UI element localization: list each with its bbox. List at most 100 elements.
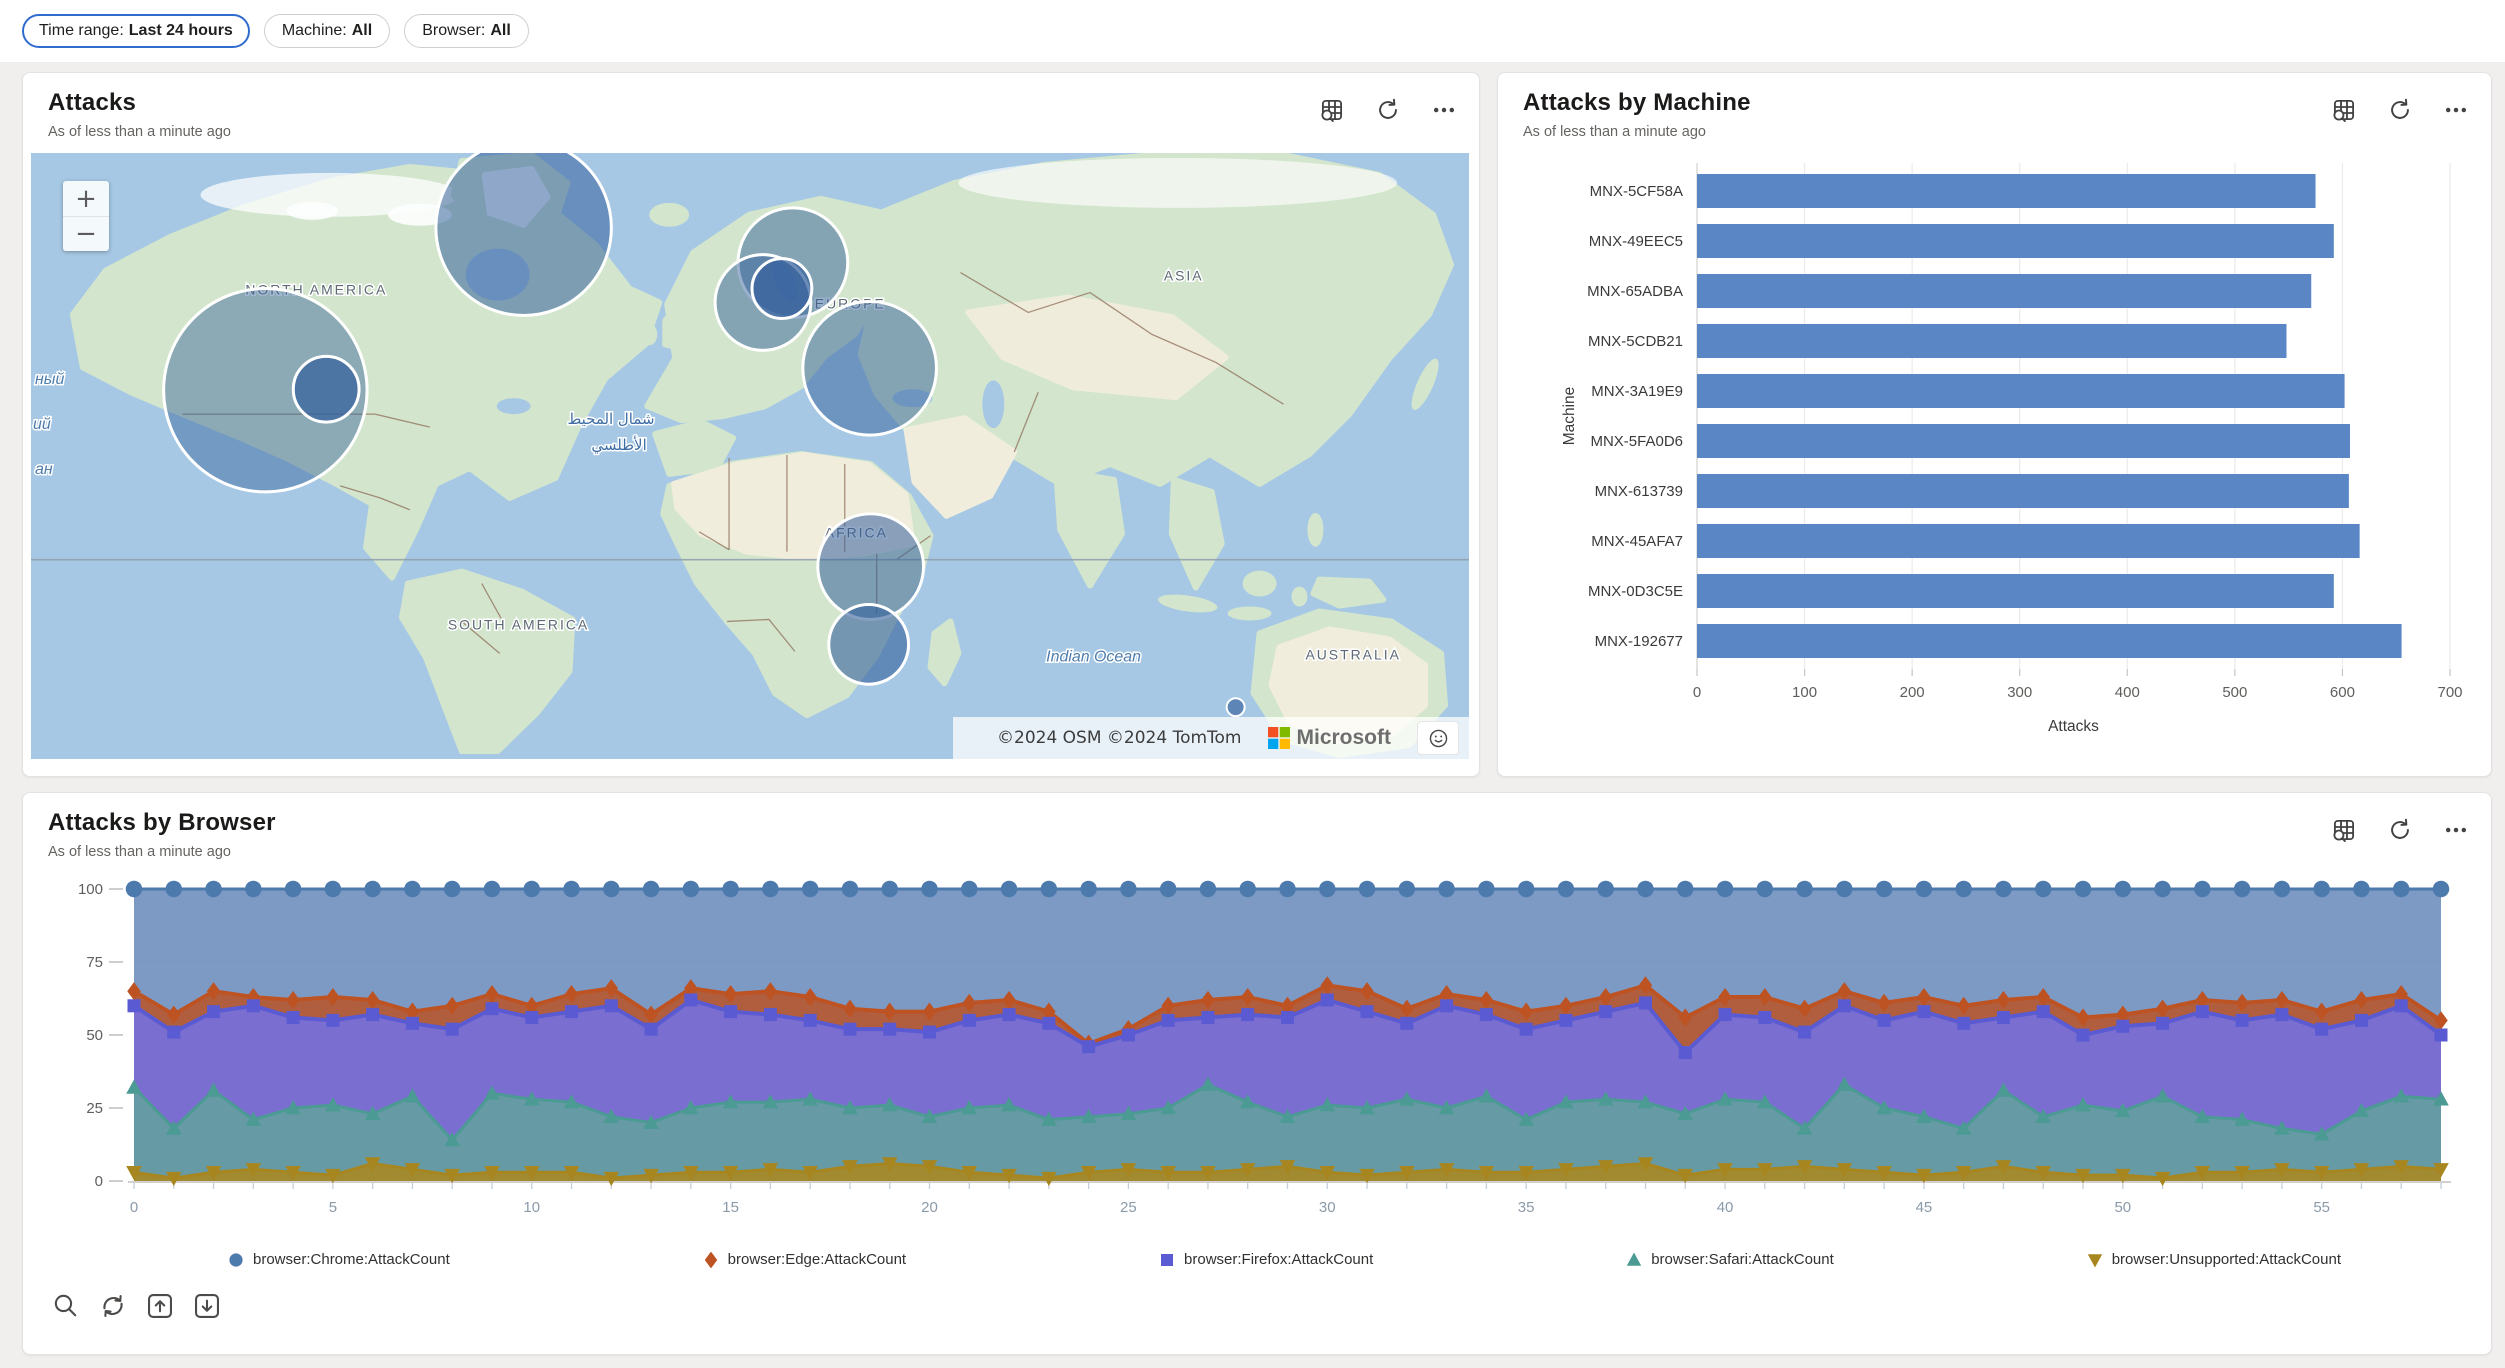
map-label: ASIA [1164, 268, 1204, 284]
svg-text:100: 100 [1792, 684, 1817, 701]
chart-toolbar [51, 1291, 222, 1321]
map-zoom-out-button[interactable]: − [63, 216, 109, 251]
explore-data-button[interactable] [1319, 97, 1345, 123]
explore-data-button[interactable] [2331, 97, 2357, 123]
bar-category-label: MNX-5CF58A [1590, 183, 1683, 200]
svg-text:30: 30 [1319, 1199, 1336, 1216]
chart-pan-toggle-button[interactable] [98, 1291, 128, 1321]
browser-filter[interactable]: Browser: All [404, 14, 529, 48]
svg-text:40: 40 [1717, 1199, 1734, 1216]
svg-text:700: 700 [2437, 684, 2462, 701]
microsoft-brand: Microsoft [1268, 726, 1392, 750]
legend-item[interactable]: browser:Unsupported:AttackCount [2087, 1251, 2341, 1268]
world-map[interactable]: NORTH AMERICAEUROPEASIAAFRICASOUTH AMERI… [31, 153, 1469, 759]
svg-text:100: 100 [78, 881, 103, 898]
square-marker-icon [1159, 1252, 1175, 1268]
map-label: AUSTRALIA [1305, 646, 1400, 662]
svg-text:300: 300 [2007, 684, 2032, 701]
bar-category-label: MNX-5FA0D6 [1590, 433, 1683, 450]
bar[interactable] [1697, 524, 2360, 558]
attack-bubble[interactable] [752, 259, 812, 319]
bar[interactable] [1697, 424, 2350, 458]
attack-bubble[interactable] [803, 302, 937, 436]
legend-item[interactable]: browser:Firefox:AttackCount [1159, 1251, 1373, 1268]
map-copyright: ©2024 OSM ©2024 TomTom [997, 728, 1242, 748]
legend-item-label: browser:Safari:AttackCount [1651, 1251, 1834, 1268]
bar[interactable] [1697, 224, 2334, 258]
filter-bar: Time range: Last 24 hours Machine: All B… [0, 0, 2505, 62]
panel-subtitle: As of less than a minute ago [48, 124, 231, 140]
attacks-map-panel: Attacks As of less than a minute ago NOR… [22, 72, 1480, 777]
refresh-icon [1375, 97, 1401, 123]
legend-item[interactable]: browser:Chrome:AttackCount [228, 1251, 450, 1268]
attack-bubble[interactable] [1227, 698, 1245, 716]
legend-item[interactable]: browser:Edge:AttackCount [703, 1251, 906, 1268]
attack-bubble[interactable] [293, 356, 359, 422]
panel-title: Attacks [48, 89, 231, 117]
panel-subtitle: As of less than a minute ago [1523, 124, 1751, 140]
map-label: ный [35, 371, 65, 388]
bar[interactable] [1697, 324, 2286, 358]
svg-text:15: 15 [722, 1199, 739, 1216]
diamond-marker-icon [703, 1252, 719, 1268]
machine-filter[interactable]: Machine: All [264, 14, 390, 48]
svg-text:0: 0 [130, 1199, 138, 1216]
svg-text:0: 0 [95, 1173, 103, 1190]
map-attribution: ©2024 OSM ©2024 TomTom Microsoft [953, 717, 1469, 759]
bar[interactable] [1697, 574, 2334, 608]
map-feedback-button[interactable] [1417, 721, 1459, 755]
attack-bubble[interactable] [436, 153, 612, 315]
svg-text:500: 500 [2222, 684, 2247, 701]
bar[interactable] [1697, 274, 2311, 308]
bar-category-label: MNX-3A19E9 [1591, 383, 1683, 400]
svg-text:10: 10 [523, 1199, 540, 1216]
explore-data-button[interactable] [2331, 817, 2357, 843]
panel-title: Attacks by Browser [48, 809, 276, 837]
legend-item[interactable]: browser:Safari:AttackCount [1626, 1251, 1834, 1268]
browser-area-chart[interactable]: 02550751000510152025303540455055 [31, 879, 2485, 1225]
bar[interactable] [1697, 174, 2316, 208]
map-zoom-in-button[interactable]: + [63, 181, 109, 216]
svg-text:45: 45 [1916, 1199, 1933, 1216]
bar-category-label: MNX-5CDB21 [1588, 333, 1683, 350]
ellipsis-icon [2443, 97, 2469, 123]
box-arrow-down-icon [192, 1291, 222, 1321]
svg-text:50: 50 [2114, 1199, 2131, 1216]
bar-category-label: MNX-49EEC5 [1589, 233, 1683, 250]
bar-category-label: MNX-192677 [1595, 633, 1683, 650]
attack-bubble[interactable] [829, 605, 909, 685]
svg-text:25: 25 [1120, 1199, 1137, 1216]
smiley-icon [1427, 727, 1450, 750]
svg-text:0: 0 [1693, 684, 1701, 701]
triangle-marker-icon [1626, 1252, 1642, 1268]
refresh-button[interactable] [2387, 817, 2413, 843]
time-range-filter[interactable]: Time range: Last 24 hours [22, 14, 250, 48]
attacks-by-machine-panel: Attacks by Machine As of less than a min… [1497, 72, 2492, 777]
svg-text:55: 55 [2313, 1199, 2330, 1216]
map-label: Indian Ocean [1046, 648, 1141, 665]
more-options-button[interactable] [1431, 97, 1457, 123]
bar[interactable] [1697, 624, 2402, 658]
more-options-button[interactable] [2443, 817, 2469, 843]
chart-legend: browser:Chrome:AttackCount browser:Edge:A… [228, 1251, 2341, 1268]
chart-zoom-out-button[interactable] [192, 1291, 222, 1321]
chart-zoom-in-button[interactable] [145, 1291, 175, 1321]
bar-category-label: MNX-65ADBA [1587, 283, 1683, 300]
browser-filter-value: All [490, 22, 510, 40]
refresh-icon [2387, 817, 2413, 843]
chart-zoom-button[interactable] [51, 1291, 81, 1321]
ellipsis-icon [2443, 817, 2469, 843]
bar[interactable] [1697, 474, 2349, 508]
svg-text:35: 35 [1518, 1199, 1535, 1216]
refresh-button[interactable] [1375, 97, 1401, 123]
refresh-button[interactable] [2387, 97, 2413, 123]
bar-category-label: MNX-45AFA7 [1591, 533, 1683, 550]
more-options-button[interactable] [2443, 97, 2469, 123]
machine-bar-chart[interactable]: 0100200300400500600700MNX-5CF58AMNX-49EE… [1506, 159, 2485, 770]
browser-filter-label: Browser: [422, 22, 485, 40]
time-range-label: Time range: [39, 22, 124, 40]
bar[interactable] [1697, 374, 2345, 408]
map-label: SOUTH AMERICA [448, 616, 589, 632]
panel-title: Attacks by Machine [1523, 89, 1751, 117]
microsoft-wordmark: Microsoft [1297, 726, 1392, 750]
